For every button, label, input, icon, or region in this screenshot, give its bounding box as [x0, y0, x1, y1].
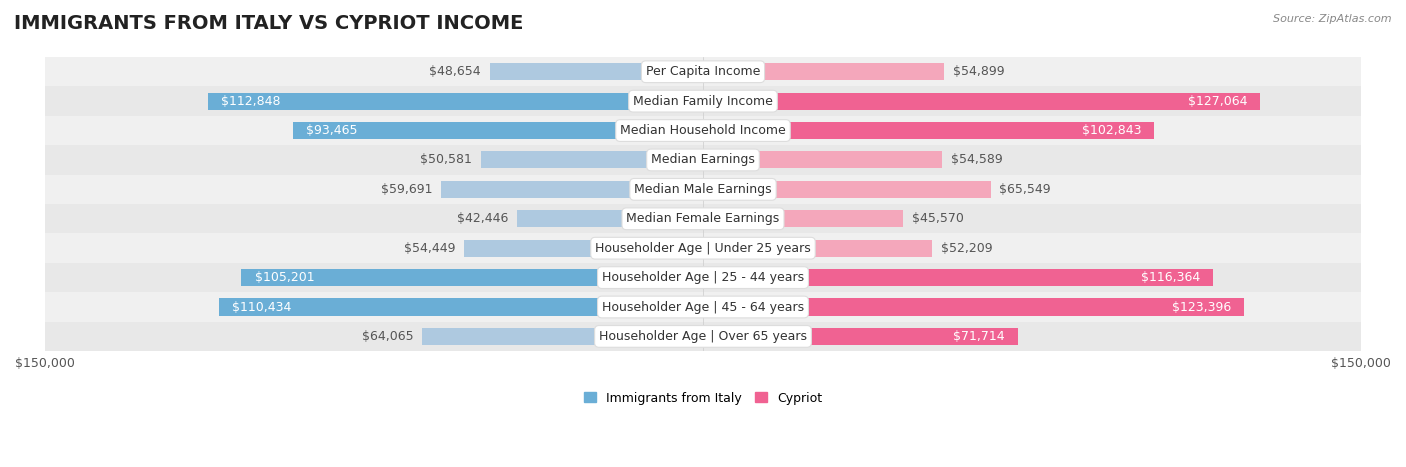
Bar	[292, 122, 703, 139]
Bar	[45, 86, 1361, 116]
Bar	[218, 298, 703, 316]
Text: $127,064: $127,064	[1188, 95, 1247, 108]
Bar	[45, 175, 1361, 204]
Bar	[703, 181, 991, 198]
Text: $59,691: $59,691	[381, 183, 433, 196]
Text: $50,581: $50,581	[420, 154, 472, 166]
Text: $93,465: $93,465	[307, 124, 357, 137]
Text: Median Earnings: Median Earnings	[651, 154, 755, 166]
Text: Median Male Earnings: Median Male Earnings	[634, 183, 772, 196]
Text: $116,364: $116,364	[1142, 271, 1201, 284]
Bar	[703, 240, 932, 257]
Legend: Immigrants from Italy, Cypriot: Immigrants from Italy, Cypriot	[579, 387, 827, 410]
Text: Per Capita Income: Per Capita Income	[645, 65, 761, 78]
Bar	[45, 292, 1361, 322]
Text: Source: ZipAtlas.com: Source: ZipAtlas.com	[1274, 14, 1392, 24]
Bar	[242, 269, 703, 286]
Text: $42,446: $42,446	[457, 212, 508, 225]
Text: $54,589: $54,589	[952, 154, 1002, 166]
Text: Median Female Earnings: Median Female Earnings	[627, 212, 779, 225]
Bar	[517, 210, 703, 227]
Bar	[45, 57, 1361, 86]
Bar	[481, 151, 703, 169]
Bar	[703, 63, 943, 80]
Text: Householder Age | 45 - 64 years: Householder Age | 45 - 64 years	[602, 300, 804, 313]
Text: $54,899: $54,899	[953, 65, 1004, 78]
Bar	[703, 122, 1154, 139]
Text: $110,434: $110,434	[232, 300, 291, 313]
Bar	[45, 145, 1361, 175]
Text: $54,449: $54,449	[404, 242, 456, 255]
Text: Householder Age | Over 65 years: Householder Age | Over 65 years	[599, 330, 807, 343]
Text: $64,065: $64,065	[361, 330, 413, 343]
Text: $65,549: $65,549	[1000, 183, 1050, 196]
Bar	[441, 181, 703, 198]
Text: Householder Age | 25 - 44 years: Householder Age | 25 - 44 years	[602, 271, 804, 284]
Text: $112,848: $112,848	[221, 95, 281, 108]
Bar	[45, 234, 1361, 263]
Text: Median Family Income: Median Family Income	[633, 95, 773, 108]
Bar	[464, 240, 703, 257]
Bar	[45, 263, 1361, 292]
Bar	[703, 328, 1018, 345]
Bar	[45, 116, 1361, 145]
Bar	[703, 210, 903, 227]
Bar	[703, 92, 1260, 110]
Bar	[422, 328, 703, 345]
Text: $123,396: $123,396	[1173, 300, 1232, 313]
Text: Median Household Income: Median Household Income	[620, 124, 786, 137]
Text: $102,843: $102,843	[1081, 124, 1142, 137]
Text: IMMIGRANTS FROM ITALY VS CYPRIOT INCOME: IMMIGRANTS FROM ITALY VS CYPRIOT INCOME	[14, 14, 523, 33]
Bar	[45, 322, 1361, 351]
Text: $48,654: $48,654	[429, 65, 481, 78]
Bar	[45, 204, 1361, 234]
Bar	[703, 298, 1244, 316]
Text: $71,714: $71,714	[953, 330, 1004, 343]
Text: $45,570: $45,570	[911, 212, 963, 225]
Bar	[703, 151, 942, 169]
Bar	[703, 269, 1213, 286]
Bar	[208, 92, 703, 110]
Text: Householder Age | Under 25 years: Householder Age | Under 25 years	[595, 242, 811, 255]
Bar	[489, 63, 703, 80]
Text: $105,201: $105,201	[254, 271, 315, 284]
Text: $52,209: $52,209	[941, 242, 993, 255]
